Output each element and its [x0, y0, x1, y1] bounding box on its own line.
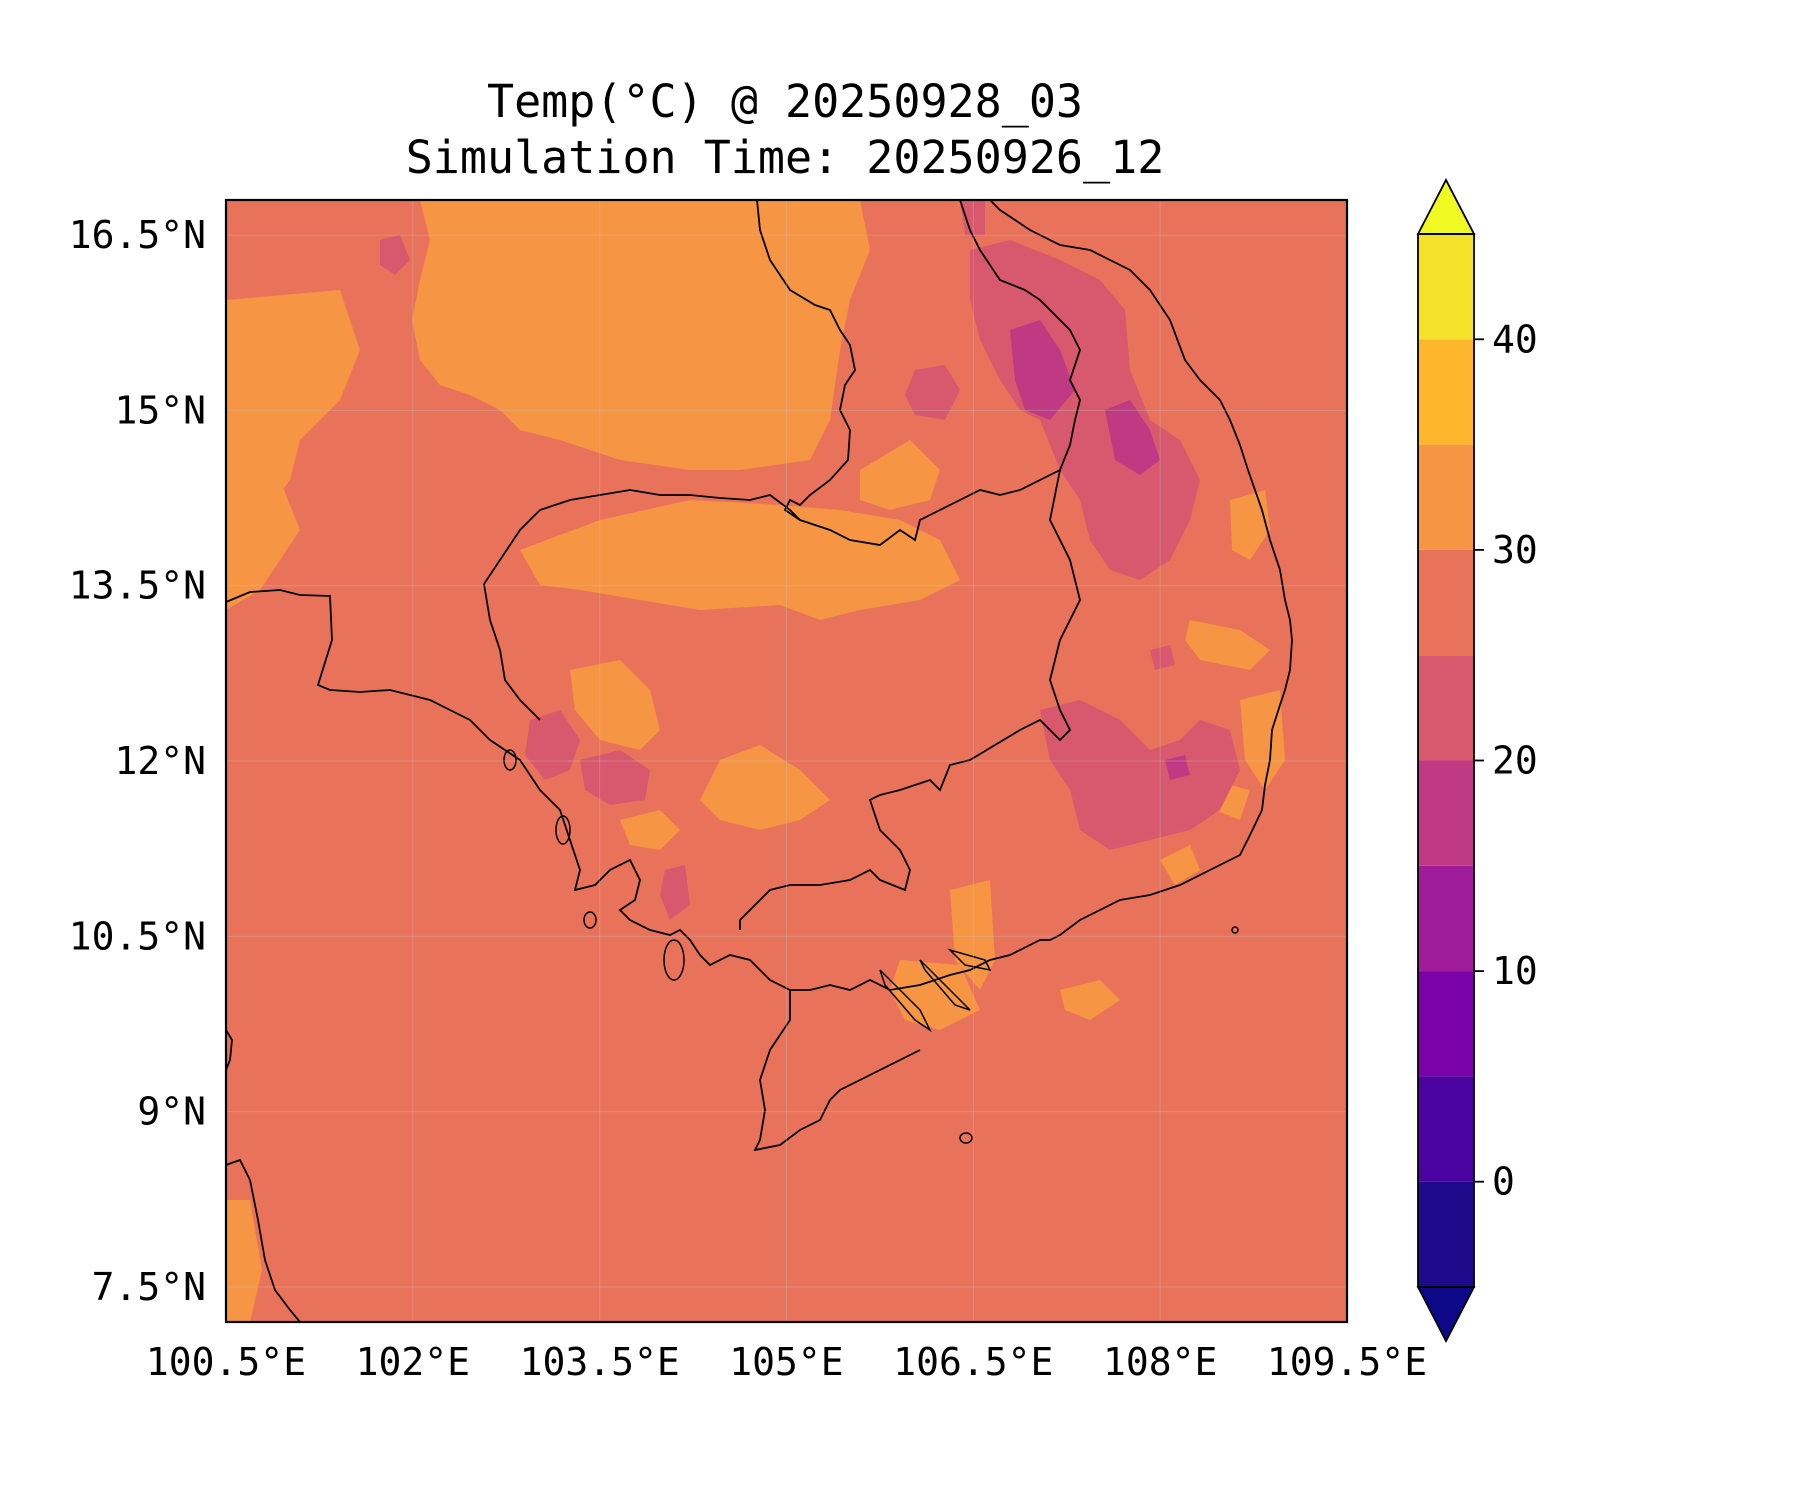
islands — [503, 749, 1239, 1144]
colorbar-segment — [1418, 865, 1474, 972]
longitude-tick-label: 109.5°E — [1267, 1340, 1427, 1384]
latitude-tick-labels: 16.5°N 15°N 13.5°N 12°N 10.5°N 9°N 7.5°N — [69, 213, 206, 1309]
map-frame — [224, 198, 1349, 1324]
colorbar-segment — [1418, 549, 1474, 656]
longitude-tick-label: 106.5°E — [893, 1340, 1053, 1384]
map-panel — [224, 198, 1349, 1324]
longitude-tick-labels: 100.5°E 102°E 103.5°E 105°E 106.5°E 108°E 109.… — [146, 1340, 1427, 1384]
warm-temperature-regions — [226, 200, 1285, 1322]
colorbar-segment — [1418, 655, 1474, 761]
colorbar-tick-label: 10 — [1492, 949, 1538, 993]
colorbar-over-extension — [1416, 178, 1476, 235]
colorbar-segment — [1418, 1076, 1474, 1182]
colorbar: 0 10 20 30 40 — [1416, 178, 1538, 1343]
latitude-tick-label: 16.5°N — [69, 213, 206, 257]
colorbar-tick-label: 40 — [1492, 317, 1538, 361]
colorbar-tick-label: 0 — [1492, 1160, 1515, 1204]
latitude-tick-label: 13.5°N — [69, 564, 206, 608]
latitude-tick-label: 9°N — [137, 1090, 206, 1134]
longitude-tick-label: 102°E — [356, 1340, 470, 1384]
longitude-tick-label: 100.5°E — [146, 1340, 306, 1384]
gridlines — [226, 200, 1347, 1322]
longitude-tick-label: 108°E — [1103, 1340, 1217, 1384]
latitude-tick-label: 15°N — [114, 388, 206, 432]
colorbar-segment — [1418, 444, 1474, 550]
longitude-tick-label: 103.5°E — [520, 1340, 680, 1384]
coastlines-and-borders — [226, 200, 1293, 1322]
title-line-1: Temp(°C) @ 20250928_03 — [487, 75, 1083, 128]
longitude-tick-label: 105°E — [729, 1340, 843, 1384]
colorbar-segment — [1418, 234, 1474, 340]
colorbar-segment — [1418, 760, 1474, 866]
colorbar-under-extension — [1416, 1286, 1476, 1343]
colorbar-tick-label: 30 — [1492, 528, 1538, 572]
latitude-tick-label: 10.5°N — [69, 914, 206, 958]
coldest-temperature-regions — [1010, 320, 1190, 780]
title-line-2: Simulation Time: 20250926_12 — [406, 131, 1165, 184]
colorbar-tick-label: 20 — [1492, 739, 1538, 783]
latitude-tick-label: 7.5°N — [92, 1265, 206, 1309]
colorbar-segment — [1418, 339, 1474, 445]
latitude-tick-label: 12°N — [114, 739, 206, 783]
colorbar-segment — [1418, 971, 1474, 1077]
colorbar-segment — [1418, 1181, 1474, 1287]
